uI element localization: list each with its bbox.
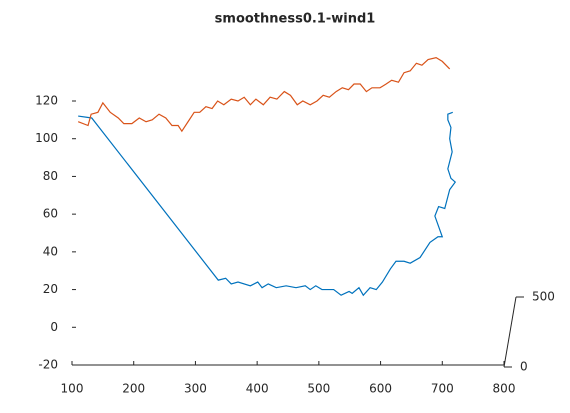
x-tick-label: 300	[184, 382, 207, 396]
y-tick-label: 100	[35, 131, 58, 145]
x-tick-label: 700	[431, 382, 454, 396]
x-tick-label: 600	[369, 382, 392, 396]
z-tick-label: 500	[532, 290, 555, 304]
z-axis	[503, 296, 517, 368]
x-tick-label: 500	[307, 382, 330, 396]
x-tick-label: 100	[61, 382, 84, 396]
series-line	[78, 111, 457, 297]
z-tick-label: 0	[520, 360, 528, 374]
y-tick-label: 80	[43, 169, 58, 183]
series-line	[77, 56, 451, 133]
x-tick-label: 400	[246, 382, 269, 396]
x-tick-label: 800	[493, 382, 516, 396]
y-tick-label: 60	[43, 207, 58, 221]
y-tick-label: 120	[35, 94, 58, 108]
chart-title: smoothness0.1-wind1	[215, 12, 376, 27]
y-tick-label: 0	[50, 320, 58, 334]
y-tick-label: 20	[43, 282, 58, 296]
y-tick-label: -20	[38, 358, 58, 372]
y-tick-label: 40	[43, 244, 58, 258]
x-tick-label: 200	[122, 382, 145, 396]
